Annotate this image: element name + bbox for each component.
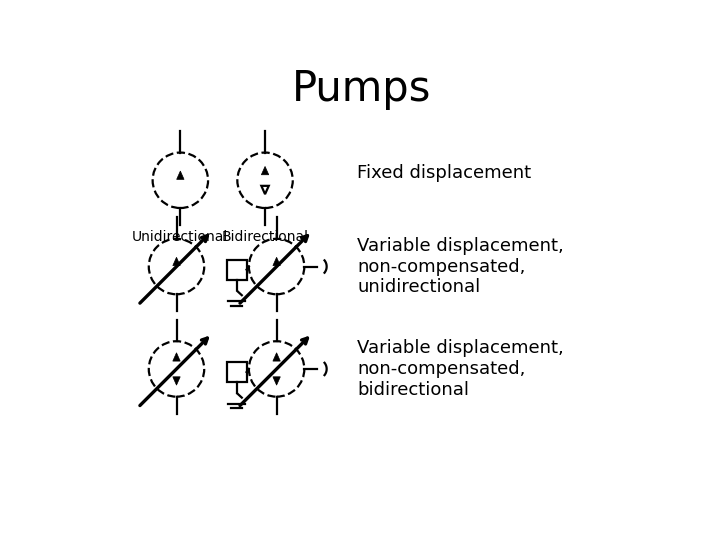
Text: Pumps: Pumps	[292, 69, 431, 111]
Polygon shape	[273, 257, 280, 266]
Polygon shape	[173, 353, 180, 361]
Bar	[227, 260, 246, 280]
Polygon shape	[273, 377, 280, 385]
Text: Variable displacement,
non-compensated,
bidirectional: Variable displacement, non-compensated, …	[357, 339, 564, 399]
Text: Variable displacement,
non-compensated,
unidirectional: Variable displacement, non-compensated, …	[357, 237, 564, 296]
Polygon shape	[173, 377, 180, 385]
Polygon shape	[273, 353, 280, 361]
Polygon shape	[176, 171, 184, 179]
Text: Bidirectional: Bidirectional	[222, 230, 309, 244]
Text: Unidirectional: Unidirectional	[132, 230, 228, 244]
Polygon shape	[173, 257, 180, 266]
Polygon shape	[261, 166, 269, 175]
Bar	[227, 362, 246, 382]
Polygon shape	[261, 186, 269, 194]
Text: Fixed displacement: Fixed displacement	[357, 164, 531, 181]
